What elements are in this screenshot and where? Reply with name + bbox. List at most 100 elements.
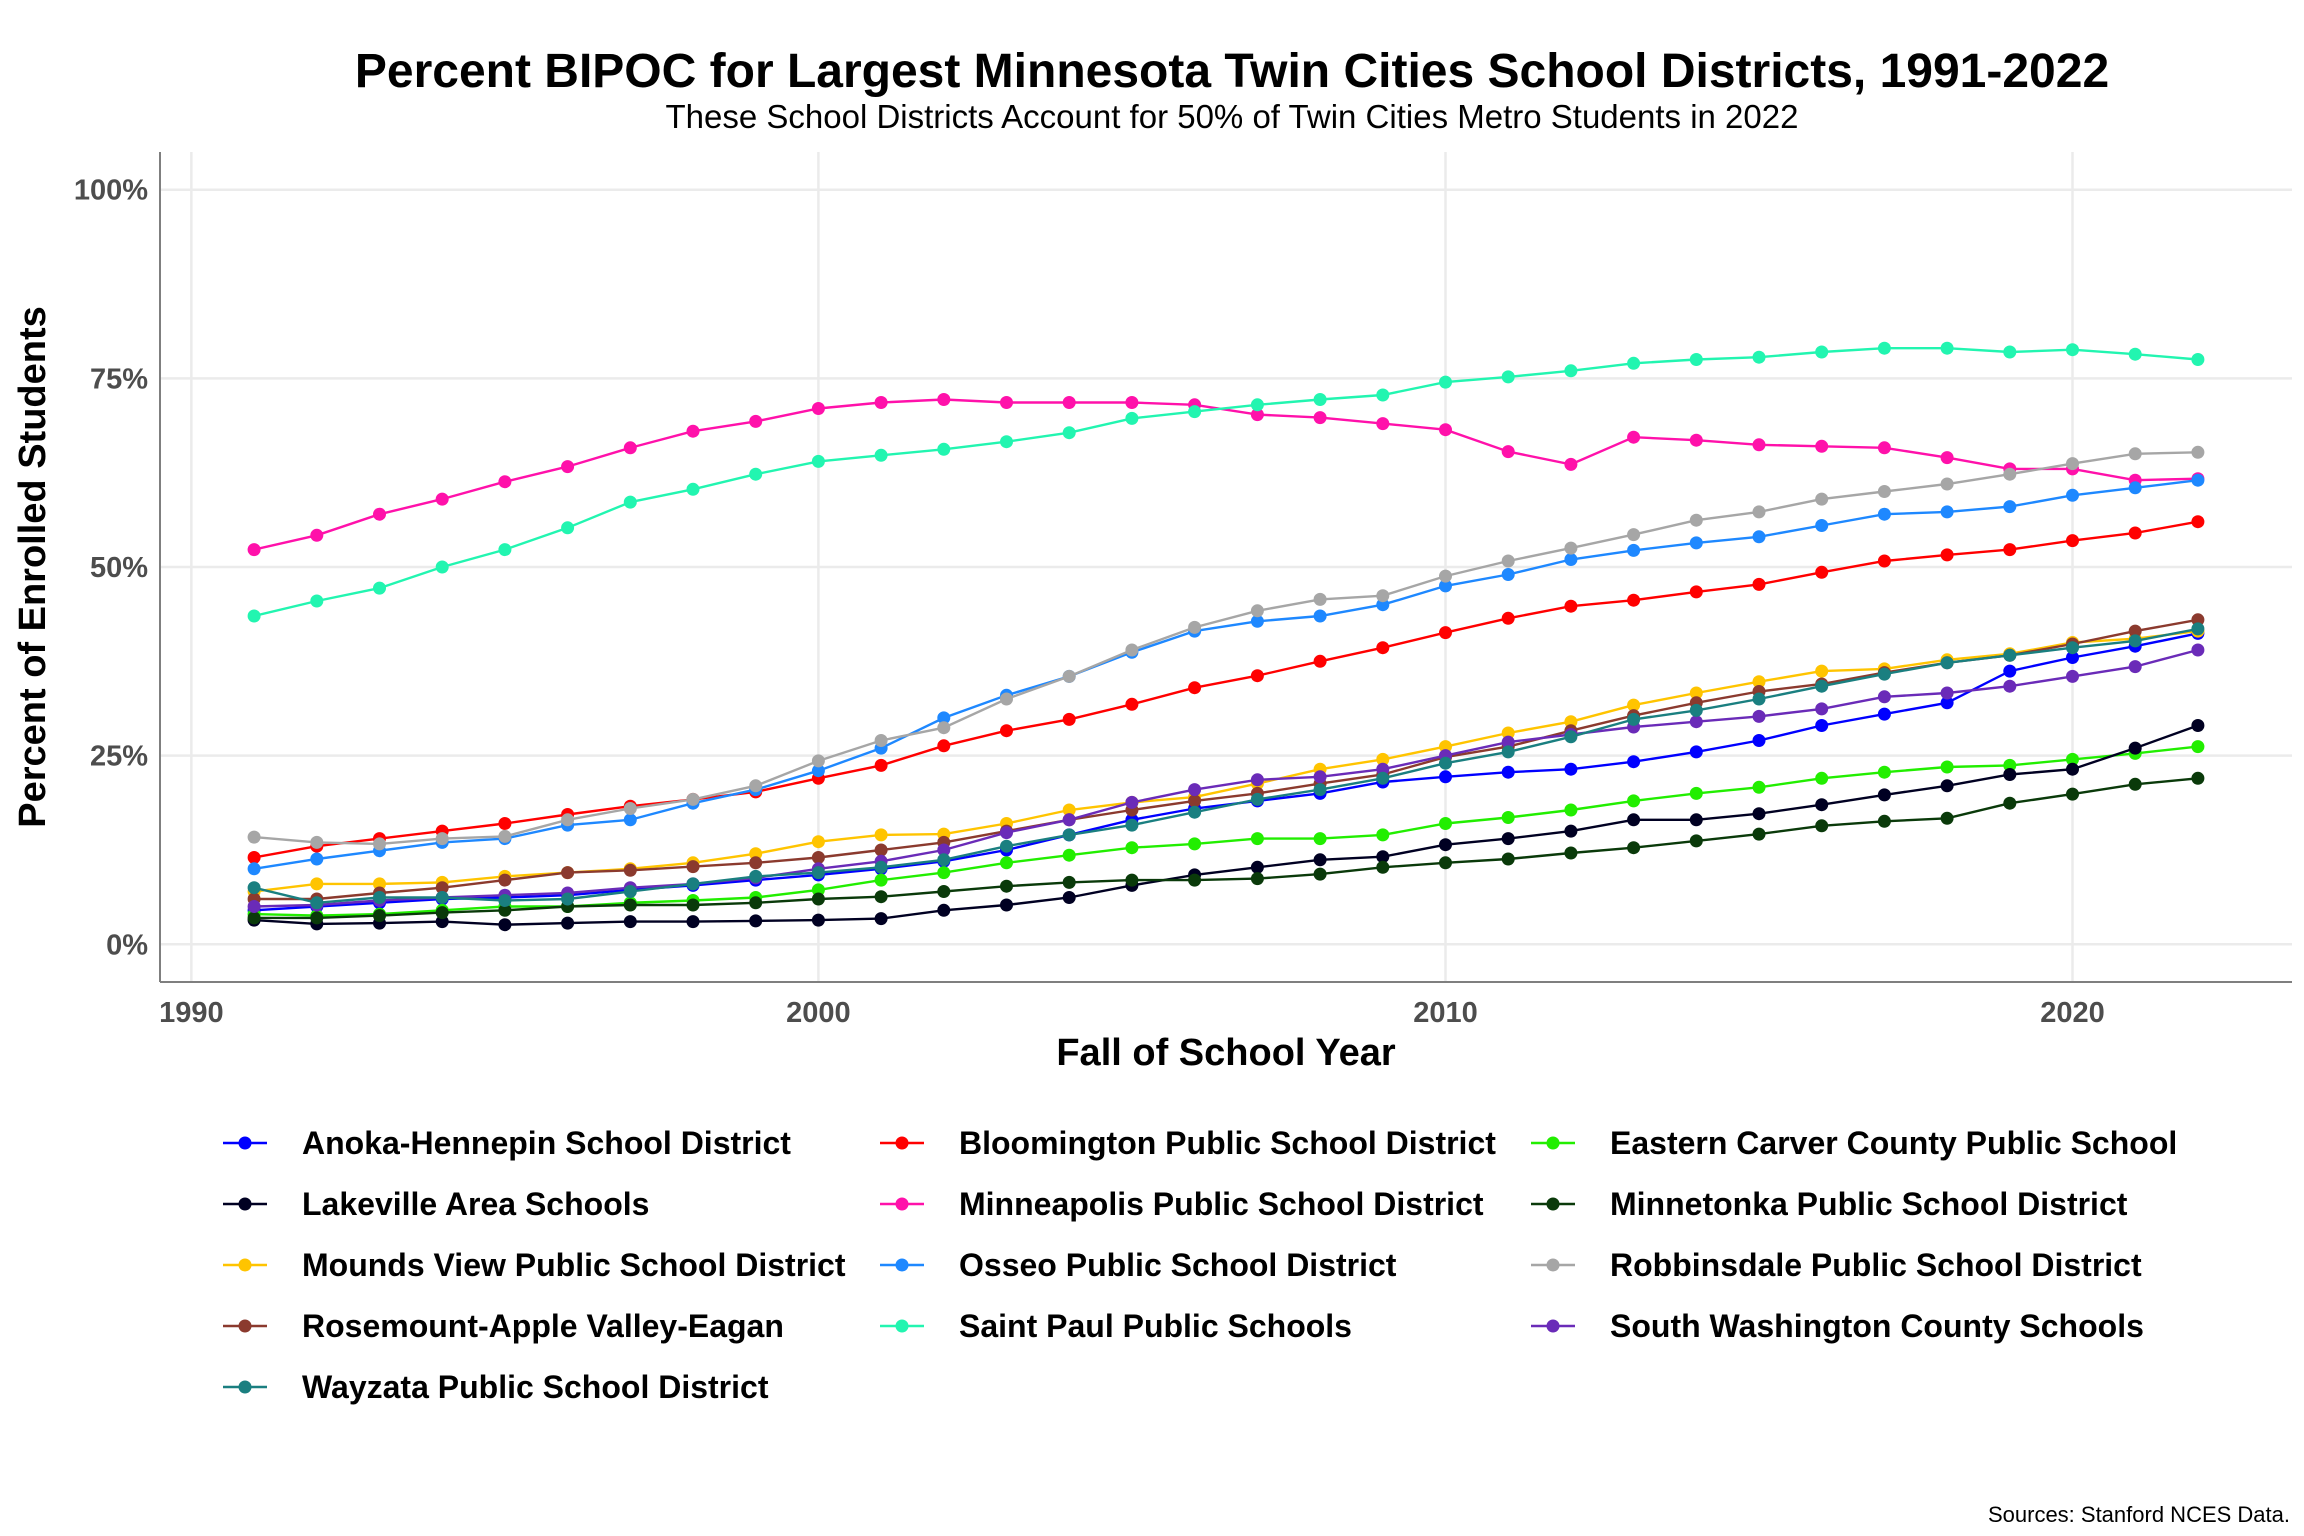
data-point — [1125, 873, 1139, 887]
data-point — [811, 454, 825, 468]
data-point — [686, 860, 700, 874]
data-point — [435, 560, 449, 574]
data-point — [1062, 396, 1076, 409]
series-line — [254, 632, 2199, 912]
data-point — [1815, 519, 1829, 532]
legend-item: Bloomington Public School District — [880, 1125, 1496, 1161]
data-point — [623, 802, 637, 815]
y-tick-label: 0% — [106, 929, 148, 961]
data-point — [435, 881, 449, 895]
data-point — [1250, 669, 1264, 683]
data-point — [1564, 364, 1578, 378]
data-point — [1125, 396, 1139, 409]
data-point — [247, 543, 261, 557]
data-point — [561, 460, 575, 474]
y-axis-title: Percent of Enrolled Students — [12, 306, 54, 828]
data-point — [811, 764, 825, 778]
data-point — [1564, 599, 1578, 613]
data-point — [1877, 690, 1891, 704]
data-point — [1000, 839, 1013, 853]
data-point — [1313, 393, 1327, 406]
data-point — [1689, 433, 1703, 447]
data-point — [1313, 783, 1327, 797]
data-point — [1125, 643, 1139, 657]
data-point — [1313, 592, 1327, 606]
data-point — [623, 885, 637, 898]
legend-label: Saint Paul Public Schools — [959, 1308, 1352, 1344]
data-point — [1752, 692, 1766, 706]
data-point — [1627, 698, 1641, 712]
data-point — [498, 894, 512, 907]
data-point — [1815, 679, 1829, 693]
data-point — [2066, 457, 2079, 471]
x-tick-label: 1990 — [159, 997, 224, 1029]
data-point — [1815, 719, 1829, 732]
data-point — [686, 424, 700, 438]
data-point — [435, 832, 449, 846]
data-point — [1501, 735, 1515, 749]
data-point — [561, 916, 575, 930]
source-note: Sources: Stanford NCES Data. — [1988, 1502, 2290, 1527]
data-point — [2191, 445, 2205, 459]
data-point — [1376, 417, 1390, 431]
y-axis-ticks: 0% 25% 50% 75% 100% — [74, 175, 148, 962]
data-point — [1125, 818, 1139, 832]
data-point — [1689, 703, 1703, 717]
data-point — [373, 837, 386, 851]
data-point — [1439, 756, 1452, 770]
data-point — [811, 883, 825, 897]
data-point — [1752, 734, 1766, 747]
data-point — [1000, 879, 1013, 893]
legend-marker — [1546, 1319, 1560, 1333]
legend-marker — [1546, 1136, 1560, 1150]
data-point — [1000, 826, 1013, 840]
data-point — [2066, 787, 2079, 801]
data-point — [1752, 438, 1766, 452]
data-point — [498, 817, 512, 830]
legend-item: Wayzata Public School District — [223, 1369, 769, 1405]
y-tick-label: 75% — [90, 363, 148, 395]
data-point — [2191, 613, 2205, 627]
data-point — [1501, 554, 1515, 568]
data-point — [435, 906, 449, 920]
data-point — [874, 828, 888, 842]
data-point — [811, 913, 825, 927]
series-group — [247, 393, 2205, 557]
data-point — [1376, 388, 1390, 402]
legend-item: Saint Paul Public Schools — [880, 1308, 1352, 1344]
legend-marker — [238, 1319, 252, 1333]
data-point — [1313, 770, 1327, 784]
data-point — [247, 609, 261, 623]
data-point — [2191, 622, 2205, 636]
data-point — [749, 869, 763, 883]
data-point — [811, 866, 825, 880]
data-point — [1689, 745, 1703, 759]
data-point — [811, 402, 825, 415]
data-point — [1250, 614, 1264, 628]
data-point — [1376, 752, 1390, 766]
data-point — [1815, 664, 1829, 678]
data-point — [1627, 712, 1641, 726]
series-group — [247, 445, 2205, 851]
data-point — [1439, 817, 1452, 830]
legend: Anoka-Hennepin School District Bloomingto… — [223, 1125, 2177, 1405]
data-point — [874, 843, 888, 857]
data-point — [1250, 832, 1264, 846]
data-point — [1188, 681, 1202, 695]
data-point — [1501, 445, 1515, 459]
series-line — [254, 777, 2199, 920]
data-point — [1376, 641, 1390, 655]
data-point — [1564, 553, 1578, 566]
data-point — [1062, 803, 1076, 817]
data-point — [435, 492, 449, 506]
data-point — [2066, 669, 2079, 683]
data-point — [749, 467, 763, 481]
data-point — [1501, 811, 1515, 824]
data-point — [2128, 634, 2142, 648]
data-point — [435, 891, 449, 904]
data-point — [1940, 686, 1954, 700]
data-point — [561, 813, 575, 827]
legend-item: Mounds View Public School District — [223, 1247, 846, 1283]
data-point — [1501, 370, 1515, 384]
